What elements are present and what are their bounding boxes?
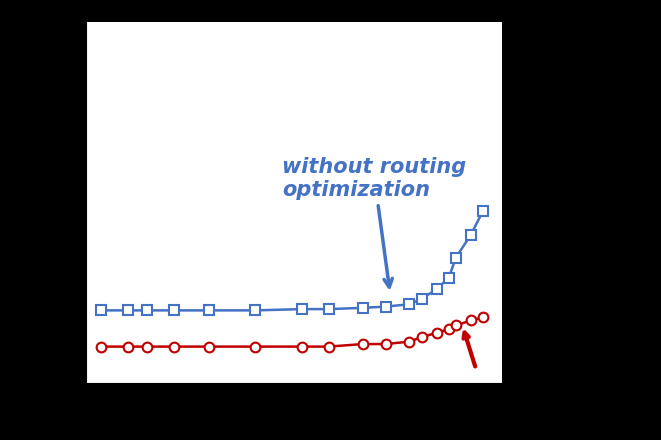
Text: without routing
optimization: without routing optimization — [282, 157, 467, 287]
X-axis label: Queries per second: Queries per second — [199, 416, 389, 435]
Y-axis label: Latency (milliseconds): Latency (milliseconds) — [0, 93, 18, 312]
